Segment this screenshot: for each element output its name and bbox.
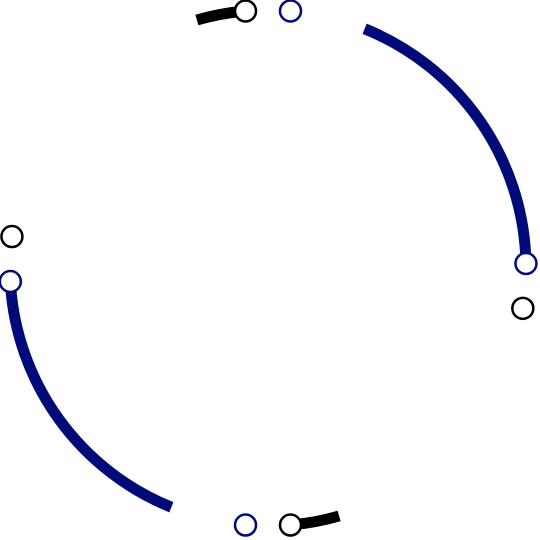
node-right-black	[511, 296, 535, 321]
node-left-black	[0, 224, 24, 249]
node-bottom-black	[278, 513, 303, 537]
arc-top-right-navy	[362, 23, 532, 260]
node-top-black	[233, 0, 258, 23]
arc-bottom-left-navy	[5, 285, 174, 513]
node-top-navy	[278, 0, 303, 23]
node-bottom-navy	[233, 513, 258, 537]
node-right-navy	[514, 251, 538, 276]
arcs-layer	[5, 5, 532, 531]
node-left-navy	[0, 269, 23, 294]
